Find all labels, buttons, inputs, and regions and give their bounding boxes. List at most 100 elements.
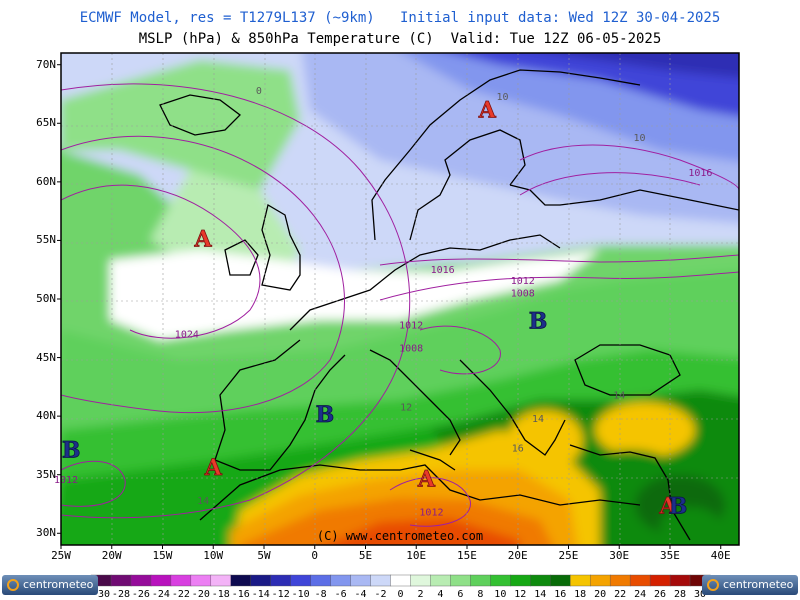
temperature-label: 12 [400,402,412,413]
colorbar-label: -18 [211,589,230,600]
temperature-label: 10 [496,92,508,103]
colorbar-swatch [130,574,152,587]
colorbar-label: 24 [634,589,647,600]
lat-label: 50N [36,292,56,305]
lon-label: 15W [152,549,173,562]
copyright-text: (C) www.centrometeo.com [317,529,483,543]
logo-ring-icon [707,579,719,591]
colorbar-label: 10 [494,589,507,600]
colorbar-label: 6 [457,589,464,600]
lon-label: 25E [558,549,579,562]
lon-label: 0 [311,549,319,562]
colorbar-label: -6 [334,589,347,600]
colorbar-label: 18 [574,589,587,600]
lat-ticks [57,64,61,534]
model-title: ECMWF Model, res = T1279L137 (~9km) Init… [79,10,721,26]
isobar-label: 1012 [399,320,423,331]
centrometeo-logo-left: centrometeo [2,575,98,595]
colorbar-label: -2 [374,589,387,600]
colorbar-label: 26 [654,589,667,600]
colorbar-swatch [570,574,591,587]
lon-label: 20E [507,549,528,562]
colorbar-label: -8 [314,589,327,600]
centrometeo-logo-right: centrometeo [702,575,798,595]
colorbar-label: -12 [271,589,290,600]
colorbar-swatch [290,574,312,587]
colorbar-label: -4 [354,589,367,600]
temperature-label: 10 [634,133,646,144]
colorbar-swatch [649,574,671,587]
colorbar-label: -16 [231,589,250,600]
high-pressure-center: A [194,226,213,252]
colorbar-swatch [250,574,272,587]
colorbar-swatch [609,574,631,587]
colorbar-label: 16 [554,589,567,600]
colorbar-label: 14 [534,589,547,600]
low-pressure-center: B [316,402,335,428]
field-title: MSLP (hPa) & 850hPa Temperature (C) Vali… [138,31,662,47]
lon-label: 5E [358,549,373,562]
colorbar-label: 20 [594,589,607,600]
isobar-label: 1012 [419,508,443,519]
colorbar-label: 12 [514,589,527,600]
low-pressure-center: B [62,437,81,463]
colorbar-swatch [310,574,332,587]
colorbar-label: 8 [477,589,484,600]
lat-label: 65N [36,116,56,130]
colorbar-label: 30 [693,589,707,600]
lon-label: 10E [406,549,427,562]
low-pressure-center: B [669,494,688,520]
isobar-label: 1024 [175,330,199,341]
high-pressure-center: A [417,467,436,493]
high-pressure-center: A [658,494,677,520]
lon-ticks [60,545,722,549]
lon-label: 5W [257,549,271,562]
isobar-label: 1012 [54,475,78,486]
colorbar-label: -30 [91,589,111,600]
isobar-label: 1016 [431,265,455,276]
colorbar-swatch [410,574,432,587]
colorbar-swatch [390,574,412,587]
temperature-label: 0 [256,86,262,97]
colorbar-swatch [110,574,132,587]
coastlines [159,69,739,541]
high-pressure-center: A [204,455,223,481]
isobar-label: 1008 [399,344,423,355]
colorbar-swatch [270,574,292,587]
colorbar-label: 4 [437,589,444,600]
lat-label: 45N [36,350,56,364]
temperature-label: 16 [512,443,524,454]
lat-label: 55N [36,233,56,247]
isobar-label: 1016 [688,168,712,179]
temperature-colorbar [77,574,724,587]
temperature-labels: 10 10 0 12 14 14 16 14 [197,86,645,507]
isobar-labels: 1016 1012 1008 1024 1012 1008 1016 1012 1012 [54,168,712,519]
lat-label: 30N [36,526,56,540]
temperature-label: 14 [197,496,209,507]
colorbar-swatch [150,574,172,587]
isobar-label: 1012 [511,276,535,287]
colorbar-label: -24 [151,589,170,600]
colorbar-swatch [230,574,252,587]
colorbar-label: -20 [191,589,210,600]
lon-label: 35E [660,549,680,562]
colorbar-label: 28 [674,589,687,600]
lon-label: 40E [710,549,731,562]
colorbar-label: 0 [397,589,404,600]
colorbar-swatch [350,574,372,587]
lat-label: 40N [36,409,56,423]
logo-ring-icon [7,579,19,591]
colorbar-label: -14 [251,589,270,600]
colorbar-swatch [550,574,571,587]
lon-label: 20W [101,549,122,562]
colorbar-swatch [370,574,392,587]
low-pressure-center: B [529,308,548,334]
isobar-label: 1008 [511,289,535,300]
colorbar-swatch [430,574,452,587]
colorbar-label: -26 [131,589,150,600]
colorbar-swatch [190,574,212,587]
colorbar-label: -10 [291,589,310,600]
graticule [61,53,739,545]
